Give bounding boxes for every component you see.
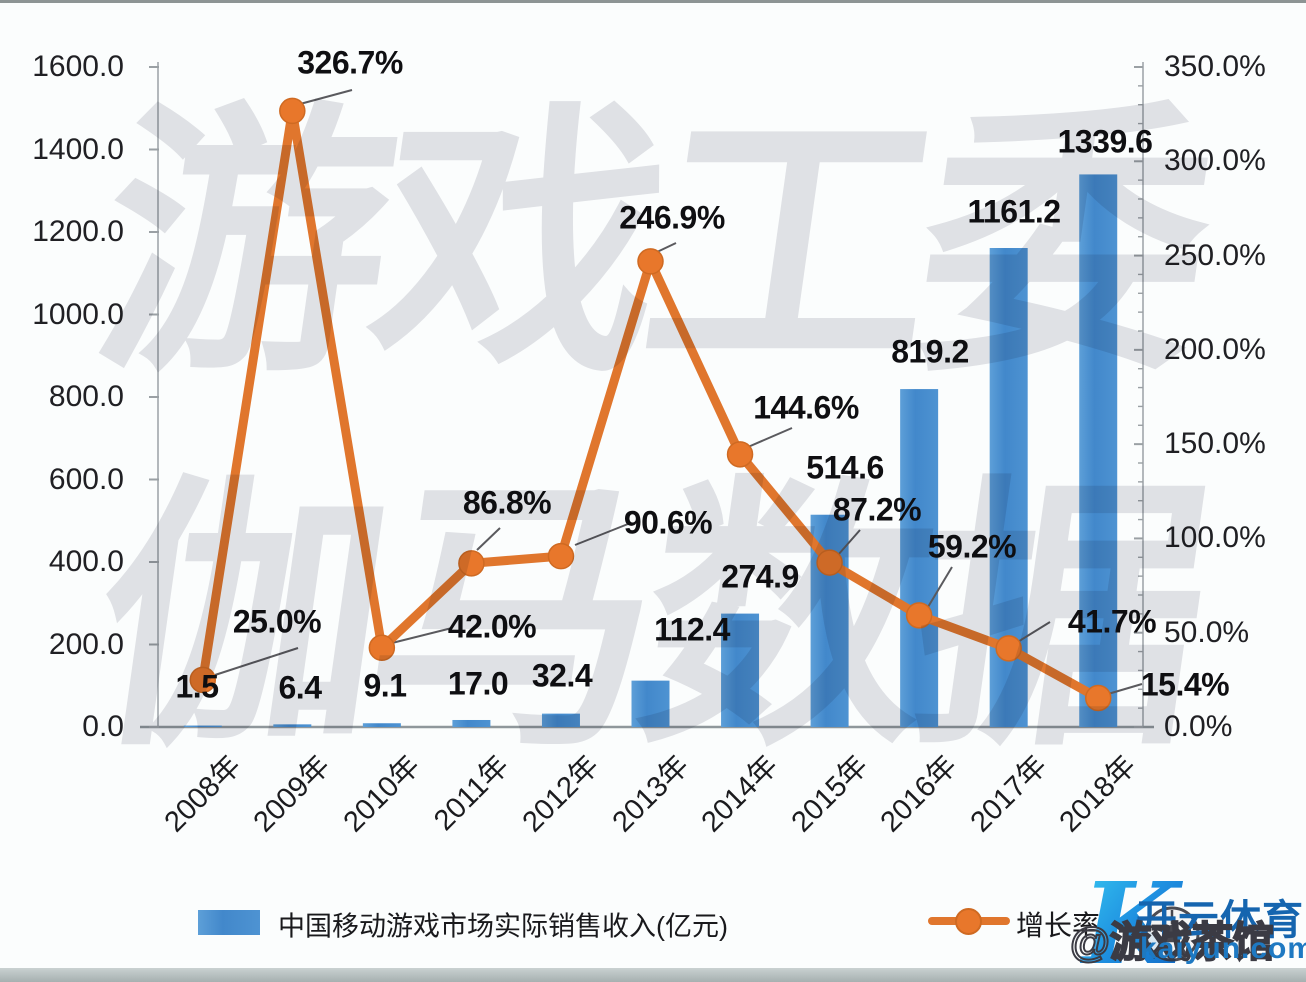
bar-2013年 bbox=[631, 680, 670, 727]
growth-rate-line bbox=[198, 106, 1103, 703]
bar-2016年 bbox=[900, 389, 939, 727]
line-marker-2011年 bbox=[458, 550, 485, 577]
label-leader-line bbox=[476, 527, 501, 551]
label-leader-line bbox=[747, 427, 793, 448]
line-marker-2008年 bbox=[189, 666, 217, 694]
label-leader-line bbox=[391, 627, 453, 644]
line-marker-2018年 bbox=[1084, 684, 1112, 712]
line-marker-2010年 bbox=[368, 634, 396, 662]
bottom-border bbox=[0, 968, 1306, 982]
label-leader-line bbox=[574, 523, 629, 546]
bar-2018年 bbox=[1079, 174, 1118, 728]
bar-2010年 bbox=[362, 723, 401, 727]
line-marker-2014年 bbox=[726, 441, 754, 468]
line-marker-2017年 bbox=[995, 635, 1022, 662]
label-leader-line bbox=[1015, 621, 1051, 644]
label-leader-line bbox=[299, 89, 353, 105]
bar-2008年 bbox=[183, 725, 222, 727]
bar-2014年 bbox=[721, 613, 760, 727]
bar-2012年 bbox=[541, 713, 580, 727]
line-marker-2012年 bbox=[547, 542, 575, 570]
bar-2009年 bbox=[273, 724, 312, 727]
label-leader-line bbox=[1107, 683, 1143, 695]
top-border bbox=[0, 0, 1306, 3]
label-leader-line bbox=[214, 647, 299, 676]
label-leader-line bbox=[656, 242, 677, 253]
label-leader-line bbox=[927, 566, 953, 608]
label-leader-line bbox=[837, 529, 861, 556]
line-marker-2016年 bbox=[905, 602, 933, 629]
line-marker-2015年 bbox=[816, 549, 843, 576]
bar-2011年 bbox=[452, 719, 491, 727]
line-marker-2013年 bbox=[637, 248, 664, 275]
line-marker-2009年 bbox=[279, 97, 306, 125]
